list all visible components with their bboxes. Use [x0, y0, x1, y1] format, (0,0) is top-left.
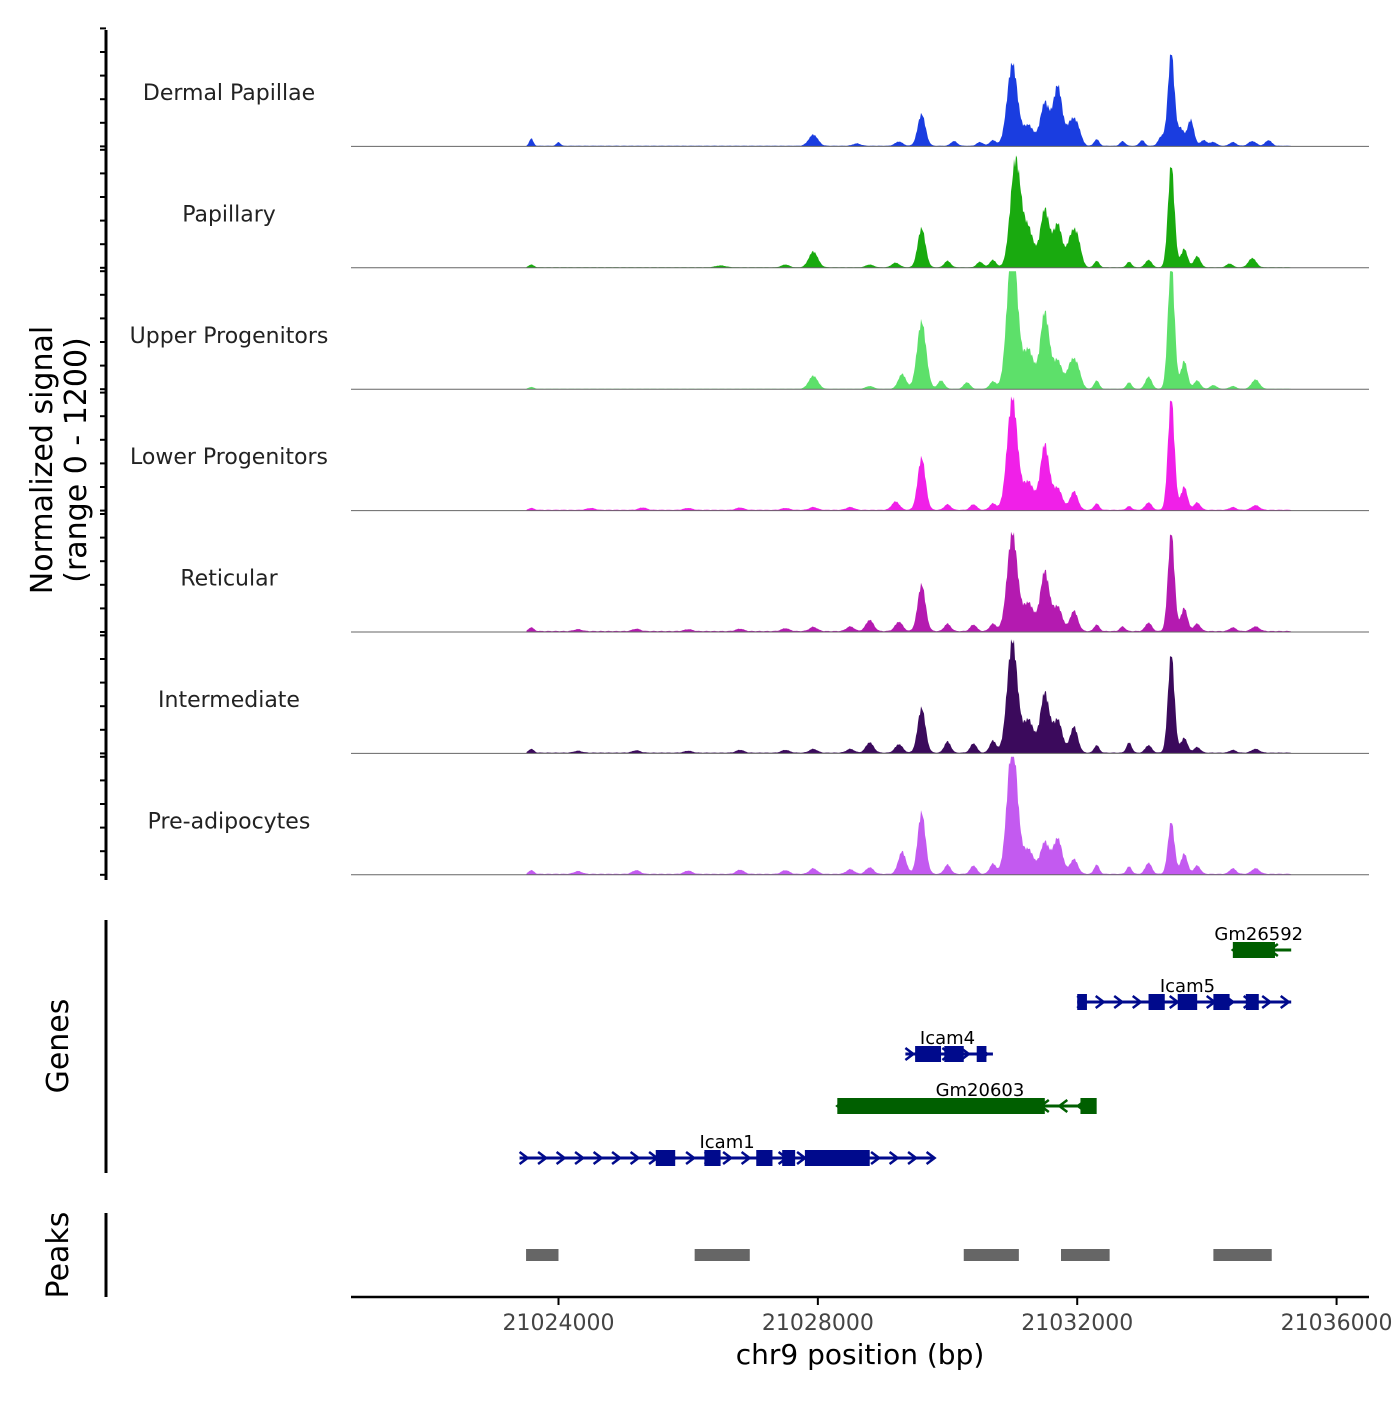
- strand-arrow: [1168, 995, 1180, 1009]
- strand-arrow: [1279, 995, 1291, 1009]
- strand-arrow: [611, 1151, 623, 1165]
- gene-exon: [1148, 994, 1165, 1010]
- gene-icam4: Icam4: [904, 1028, 993, 1062]
- gene-exon: [1080, 1098, 1097, 1114]
- track-6: Pre-adipocytes: [100, 755, 1369, 876]
- gene-track: Genes Icam1 Gm20603 Icam4 Icam5 Gm26592: [41, 920, 1303, 1173]
- strand-arrow: [574, 1151, 586, 1165]
- signal-area: [526, 639, 1292, 754]
- x-tick-label: 21024000: [502, 1311, 614, 1336]
- x-tick-label: 21032000: [1021, 1311, 1133, 1336]
- gene-icam1: Icam1: [518, 1132, 937, 1166]
- strand-arrow: [592, 1151, 604, 1165]
- gene-label: Gm20603: [936, 1080, 1025, 1101]
- strand-arrow: [537, 1151, 549, 1165]
- strand-arrow: [870, 1151, 882, 1165]
- track-label: Papillary: [182, 202, 276, 227]
- track-label: Reticular: [180, 567, 278, 592]
- strand-arrow: [629, 1151, 641, 1165]
- y-axis-label: Normalized signal (range 0 - 1200): [25, 326, 94, 594]
- peak-region: [526, 1249, 559, 1261]
- gene-exon: [1245, 994, 1259, 1010]
- peaks-track-label: Peaks: [41, 1212, 76, 1299]
- gene-label: Icam4: [920, 1028, 975, 1049]
- gene-icam5: Icam5: [1076, 976, 1292, 1010]
- strand-arrow: [888, 1151, 900, 1165]
- strand-arrow: [1094, 995, 1106, 1009]
- peak-region: [694, 1249, 750, 1261]
- y-axis-label-line2: (range 0 - 1200): [59, 337, 94, 583]
- gene-exon: [837, 1098, 1045, 1114]
- track-label: Upper Progenitors: [130, 324, 329, 349]
- gene-exon: [1213, 994, 1230, 1010]
- gene-exon: [704, 1150, 721, 1166]
- strand-arrow: [740, 1151, 752, 1165]
- gene-exon: [976, 1046, 987, 1062]
- peaks-track: Peaks: [41, 1212, 1272, 1299]
- gene-exon: [1232, 942, 1275, 958]
- gene-exon: [756, 1150, 773, 1166]
- signal-area: [526, 54, 1292, 147]
- track-5: Intermediate: [100, 634, 1369, 755]
- coverage-tracks: Dermal Papillae Papillary Upper Progenitor…: [100, 27, 1369, 880]
- strand-arrow: [722, 1151, 734, 1165]
- strand-arrow: [904, 1047, 916, 1061]
- genes-track-label: Genes: [41, 999, 76, 1094]
- gene-label: Icam5: [1160, 976, 1215, 997]
- gene-gm20603: Gm20603: [835, 1080, 1097, 1114]
- strand-arrow: [1057, 1099, 1069, 1113]
- track-0: Dermal Papillae: [100, 27, 1369, 148]
- track-4: Reticular: [100, 513, 1369, 633]
- signal-area: [526, 756, 1292, 875]
- track-label: Lower Progenitors: [130, 445, 328, 470]
- gene-exon: [944, 1046, 964, 1062]
- x-axis-title: chr9 position (bp): [736, 1338, 985, 1371]
- track-label: Dermal Papillae: [143, 81, 315, 106]
- peak-region: [1061, 1249, 1110, 1261]
- signal-area: [526, 531, 1292, 632]
- peak-region: [963, 1249, 1019, 1261]
- strand-arrow: [1131, 995, 1143, 1009]
- gene-exon: [782, 1150, 796, 1166]
- peak-region: [1213, 1249, 1272, 1261]
- signal-area: [526, 271, 1292, 390]
- strand-arrow: [555, 1151, 567, 1165]
- track-2: Upper Progenitors: [100, 270, 1369, 391]
- gene-exon: [1077, 994, 1087, 1010]
- x-tick-label: 21036000: [1281, 1311, 1393, 1336]
- gene-label: Gm26592: [1214, 924, 1303, 945]
- strand-arrow: [925, 1151, 937, 1165]
- strand-arrow: [1113, 995, 1125, 1009]
- strand-arrow: [685, 1151, 697, 1165]
- x-axis: chr9 position (bp) 21024000 21028000 21032…: [351, 1295, 1393, 1371]
- gene-label: Icam1: [699, 1132, 754, 1153]
- track-1: Papillary: [100, 148, 1369, 269]
- gene-exon: [655, 1150, 676, 1166]
- y-axis-label-line1: Normalized signal: [25, 326, 60, 594]
- gene-gm26592: Gm26592: [1214, 924, 1303, 958]
- track-label: Intermediate: [158, 688, 300, 713]
- gene-exon: [915, 1046, 942, 1062]
- strand-arrow: [1261, 995, 1273, 1009]
- gene-exon: [1177, 994, 1198, 1010]
- track-label: Pre-adipocytes: [148, 809, 311, 834]
- track-3: Lower Progenitors: [100, 391, 1369, 512]
- x-tick-label: 21028000: [762, 1311, 874, 1336]
- signal-area: [526, 155, 1292, 268]
- signal-area: [526, 396, 1292, 511]
- gene-exon: [804, 1150, 870, 1166]
- strand-arrow: [518, 1151, 530, 1165]
- strand-arrow: [907, 1151, 919, 1165]
